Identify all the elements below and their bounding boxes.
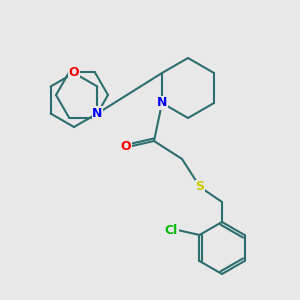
Text: N: N xyxy=(157,97,167,110)
Text: N: N xyxy=(92,107,103,120)
Text: S: S xyxy=(196,181,205,194)
Text: O: O xyxy=(69,67,79,80)
Text: Cl: Cl xyxy=(165,224,178,236)
Text: O: O xyxy=(121,140,131,152)
